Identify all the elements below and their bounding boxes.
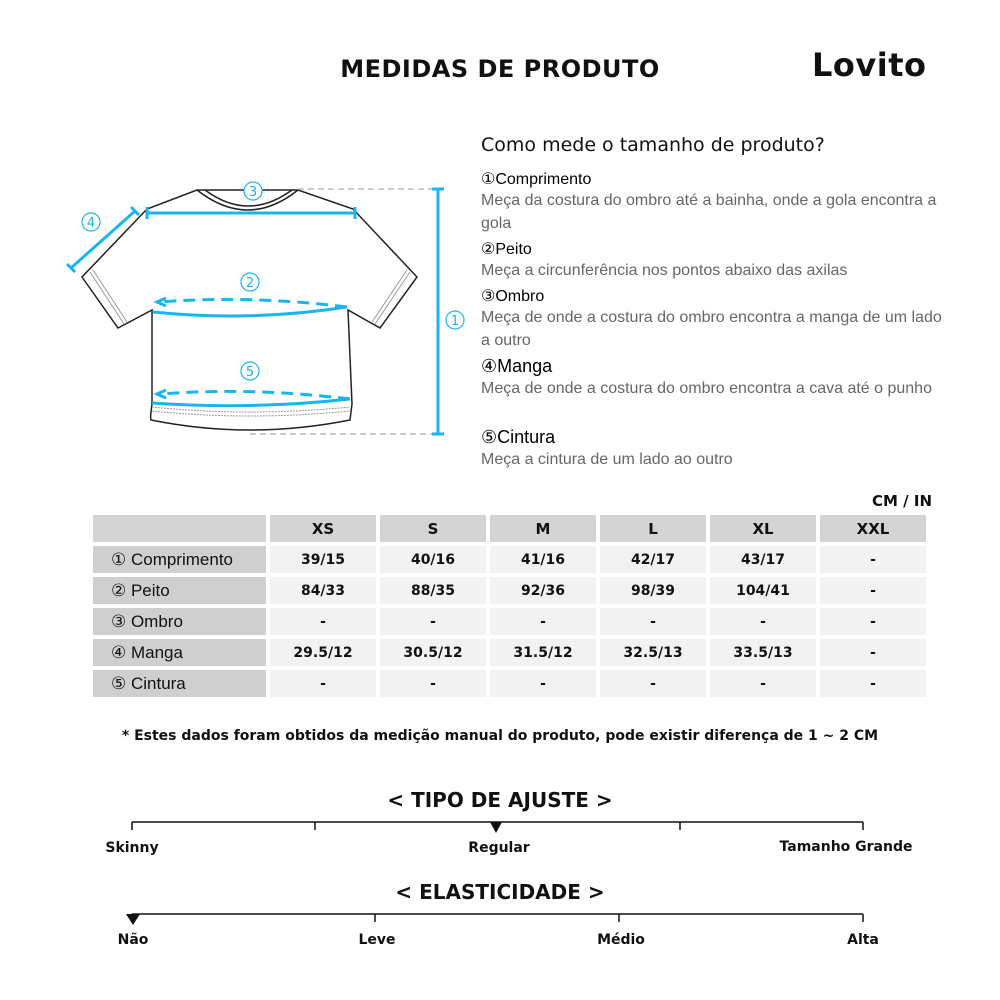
size-table: XS S M L XL XXL ① Comprimento 39/15 40/16 4… xyxy=(89,511,930,701)
table-cell: 92/36 xyxy=(490,577,596,604)
brand-logo: Lovito xyxy=(812,46,927,84)
table-cell: - xyxy=(820,577,926,604)
table-cell: 33.5/13 xyxy=(710,639,816,666)
marker-4: 4 xyxy=(87,216,95,231)
table-cell: 88/35 xyxy=(380,577,486,604)
table-cell: - xyxy=(710,670,816,697)
table-cell: 39/15 xyxy=(270,546,376,573)
elasticity-label-medio: Médio xyxy=(597,932,645,948)
table-cell: 43/17 xyxy=(710,546,816,573)
table-cell: - xyxy=(600,608,706,635)
table-row: ④ Manga 29.5/12 30.5/12 31.5/12 32.5/13 33.5/… xyxy=(93,639,926,666)
elasticity-label-leve: Leve xyxy=(358,932,396,948)
table-cell: - xyxy=(270,608,376,635)
table-cell: 104/41 xyxy=(710,577,816,604)
unit-label: CM / IN xyxy=(872,492,932,510)
marker-1: 1 xyxy=(451,314,459,329)
table-cell: 41/16 xyxy=(490,546,596,573)
row-label: ② Peito xyxy=(93,577,266,604)
measurement-note: * Estes dados foram obtidos da medição m… xyxy=(121,728,879,744)
page-title: MEDIDAS DE PRODUTO xyxy=(340,55,660,83)
table-cell: - xyxy=(820,546,926,573)
fit-title: < TIPO DE AJUSTE > xyxy=(387,788,613,812)
table-cell: 31.5/12 xyxy=(490,639,596,666)
table-row: ③ Ombro - - - - - - xyxy=(93,608,926,635)
fit-label-skinny: Skinny xyxy=(105,840,159,856)
table-cell: 98/39 xyxy=(600,577,706,604)
fit-label-regular: Regular xyxy=(468,840,530,856)
col-header: XXL xyxy=(820,515,926,542)
tshirt-outline xyxy=(81,189,418,431)
table-cell: 30.5/12 xyxy=(380,639,486,666)
marker-2: 2 xyxy=(246,276,254,291)
table-cell: 42/17 xyxy=(600,546,706,573)
header-corner xyxy=(93,515,266,542)
fit-indicator xyxy=(490,822,502,833)
guide-item-comprimento: ①Comprimento Meça da costura do ombro at… xyxy=(481,171,937,232)
table-cell: 40/16 xyxy=(380,546,486,573)
table-cell: 32.5/13 xyxy=(600,639,706,666)
table-cell: - xyxy=(380,670,486,697)
table-row: ② Peito 84/33 88/35 92/36 98/39 104/41- xyxy=(93,577,926,604)
table-cell: - xyxy=(820,639,926,666)
elasticity-title: < ELASTICIDADE > xyxy=(395,880,605,904)
guide-item-peito: ②Peito Meça a circunferência nos pontos … xyxy=(481,241,848,279)
table-cell: - xyxy=(380,608,486,635)
row-label: ① Comprimento xyxy=(93,546,266,573)
row-label: ③ Ombro xyxy=(93,608,266,635)
measure-lines xyxy=(65,187,444,436)
col-header: XL xyxy=(710,515,816,542)
table-cell: - xyxy=(490,670,596,697)
table-cell: - xyxy=(820,670,926,697)
table-cell: - xyxy=(820,608,926,635)
guide-title: Como mede o tamanho de produto? xyxy=(481,134,825,156)
marker-5: 5 xyxy=(246,365,254,380)
elasticity-label-nao: Não xyxy=(117,932,149,948)
col-header: S xyxy=(380,515,486,542)
elasticity-label-alta: Alta xyxy=(847,932,879,948)
guide-lines xyxy=(250,188,438,435)
fit-label-large: Tamanho Grande xyxy=(779,839,913,855)
elasticity-scale xyxy=(132,913,864,922)
marker-3: 3 xyxy=(249,185,257,200)
table-row: ① Comprimento 39/15 40/16 41/16 42/17 43/17- xyxy=(93,546,926,573)
elasticity-indicator xyxy=(126,914,140,925)
measure-markers xyxy=(81,181,465,381)
table-cell: - xyxy=(270,670,376,697)
guide-item-manga: ④Manga Meça de onde a costura do ombro e… xyxy=(481,356,932,397)
table-cell: 29.5/12 xyxy=(270,639,376,666)
col-header: XS xyxy=(270,515,376,542)
table-cell: - xyxy=(600,670,706,697)
table-cell: 84/33 xyxy=(270,577,376,604)
table-cell: - xyxy=(490,608,596,635)
guide-item-cintura: ⑤Cintura Meça a cintura de um lado ao ou… xyxy=(481,427,733,468)
row-label: ⑤ Cintura xyxy=(93,670,266,697)
table-row: ⑤ Cintura - - - - - - xyxy=(93,670,926,697)
col-header: L xyxy=(600,515,706,542)
table-header: XS S M L XL XXL xyxy=(93,515,926,542)
col-header: M xyxy=(490,515,596,542)
row-label: ④ Manga xyxy=(93,639,266,666)
table-cell: - xyxy=(710,608,816,635)
guide-item-ombro: ③Ombro Meça de onde a costura do ombro e… xyxy=(481,288,942,349)
